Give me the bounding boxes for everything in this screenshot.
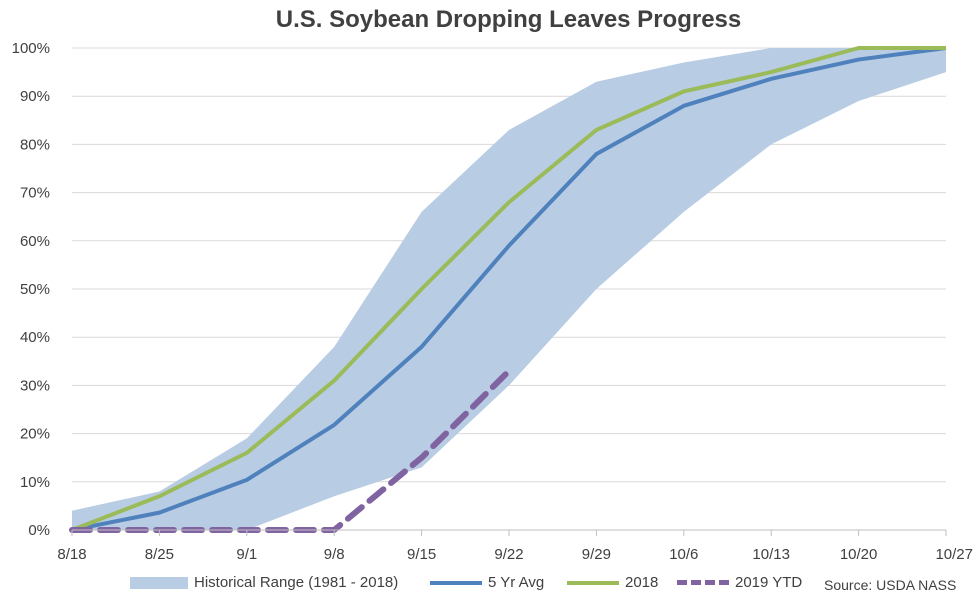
source-note: Source: USDA NASS — [824, 577, 957, 593]
x-tick-label: 9/29 — [582, 546, 611, 563]
y-tick-label: 90% — [20, 88, 50, 105]
series-line-5-yr-avg — [71, 46, 947, 532]
x-tick-label: 8/18 — [57, 546, 86, 563]
legend-label-5yr-avg: 5 Yr Avg — [488, 574, 545, 591]
x-tick-label: 10/20 — [840, 546, 878, 563]
legend-item-2019-ytd: 2019 YTD — [677, 574, 802, 591]
legend: Historical Range (1981 - 2018) 5 Yr Avg … — [0, 574, 975, 596]
legend-label-2019-ytd: 2019 YTD — [735, 574, 803, 591]
legend-swatch-range — [130, 576, 188, 589]
y-tick-label: 80% — [20, 136, 50, 153]
legend-label-2018: 2018 — [625, 574, 659, 591]
legend-swatch-5yr-avg — [430, 580, 482, 585]
legend-label-range: Historical Range (1981 - 2018) — [194, 574, 399, 591]
legend-item-5yr-avg: 5 Yr Avg — [430, 574, 544, 591]
legend-item-range: Historical Range (1981 - 2018) — [130, 574, 398, 591]
x-axis-ticks: 8/18 8/25 9/1 9/8 9/15 9/22 9/29 10/6 10/13 10/20… — [57, 530, 973, 563]
legend-swatch-2019-ytd — [677, 580, 729, 585]
chart-title: U.S. Soybean Dropping Leaves Progress — [275, 6, 742, 33]
y-tick-label: 20% — [20, 426, 50, 443]
x-tick-label: 9/1 — [236, 546, 257, 563]
x-tick-label: 9/22 — [494, 546, 523, 563]
x-tick-label: 9/8 — [324, 546, 345, 563]
historical-range-area — [72, 48, 946, 530]
legend-item-2018: 2018 — [567, 574, 658, 591]
y-tick-label: 60% — [20, 233, 50, 250]
y-tick-label: 10% — [20, 474, 50, 491]
x-tick-label: 10/6 — [669, 546, 698, 563]
y-tick-label: 100% — [12, 40, 50, 57]
y-tick-label: 70% — [20, 185, 50, 202]
y-axis-ticks: 0% 10% 20% 30% 40% 50% 60% 70% 80% 90% 100% — [12, 40, 50, 539]
x-tick-label: 9/15 — [407, 546, 436, 563]
x-tick-label: 10/27 — [935, 546, 973, 563]
y-tick-label: 30% — [20, 377, 50, 394]
x-tick-label: 10/13 — [752, 546, 790, 563]
series-line-2018 — [71, 46, 946, 532]
x-tick-label: 8/25 — [145, 546, 174, 563]
historical-range-band — [72, 48, 946, 530]
y-tick-label: 0% — [28, 522, 50, 539]
y-tick-label: 40% — [20, 329, 50, 346]
y-tick-label: 50% — [20, 281, 50, 298]
legend-swatch-2018 — [567, 580, 619, 585]
